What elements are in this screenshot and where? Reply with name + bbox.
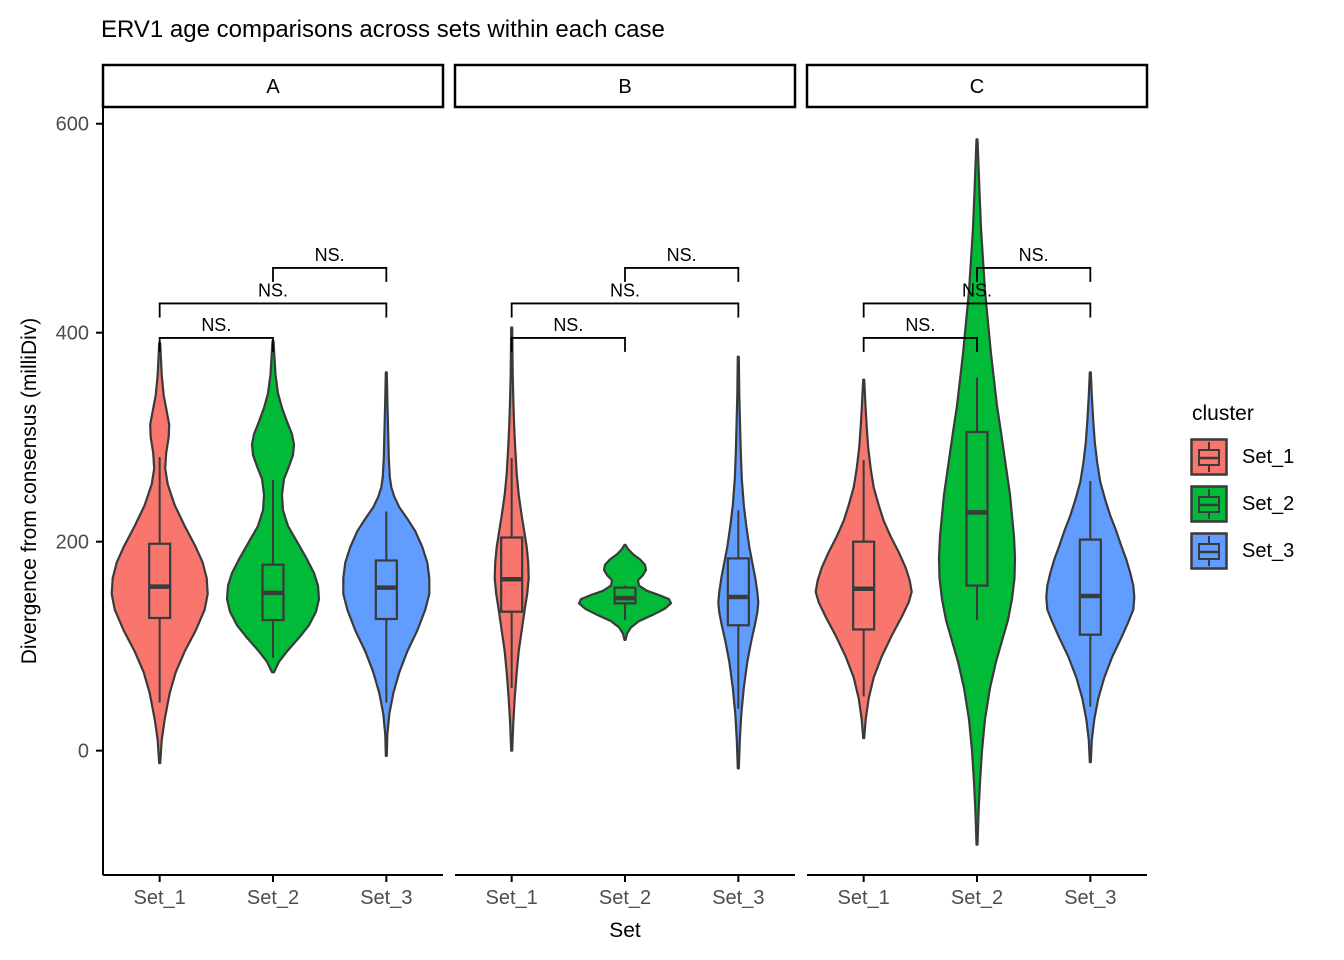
- significance-bracket: [510, 337, 626, 352]
- significance-label: NS.: [258, 280, 288, 300]
- facet-strip-label: B: [618, 76, 631, 98]
- significance-label: NS.: [667, 245, 697, 265]
- significance-bracket: [158, 337, 274, 352]
- boxplot-box: [613, 586, 637, 605]
- significance-label: NS.: [315, 245, 345, 265]
- y-tick-label: 200: [56, 532, 89, 554]
- facet-strip: [805, 63, 1149, 109]
- boxplot-box: [726, 557, 750, 627]
- significance-label: NS.: [553, 315, 583, 335]
- significance-bracket: [862, 302, 1092, 318]
- legend-swatch-boxplot-icon: [1190, 532, 1228, 570]
- y-axis-title: Divergence from consensus (milliDiv): [18, 317, 41, 665]
- x-tick-label: Set_1: [486, 887, 538, 909]
- significance-label: NS.: [905, 315, 935, 335]
- facet-strip-label: A: [266, 76, 280, 98]
- legend-label: Set_2: [1242, 492, 1295, 515]
- significance-bracket: [862, 337, 978, 352]
- boxplot-box: [1078, 538, 1102, 636]
- facet-strip: [453, 63, 797, 109]
- legend-swatch-boxplot-icon: [1190, 438, 1228, 476]
- legend-title: cluster: [1192, 402, 1254, 425]
- boxplot-box: [148, 542, 172, 620]
- boxplot-box: [965, 430, 989, 587]
- legend-label: Set_1: [1242, 445, 1295, 468]
- legend: cluster Set_1 Set_2 Set_3: [1190, 402, 1294, 579]
- significance-bracket: [624, 267, 740, 282]
- x-axis-title: Set: [609, 919, 641, 942]
- significance-bracket: [510, 302, 740, 318]
- x-tick-label: Set_3: [712, 887, 764, 909]
- legend-label: Set_3: [1242, 539, 1295, 562]
- legend-item: Set_2: [1190, 485, 1294, 523]
- x-tick-label: Set_3: [1064, 887, 1116, 909]
- significance-bracket: [976, 267, 1092, 282]
- significance-label: NS.: [610, 280, 640, 300]
- significance-label: NS.: [1019, 245, 1049, 265]
- significance-label: NS.: [962, 280, 992, 300]
- significance-bracket: [272, 267, 388, 282]
- y-tick-label: 400: [56, 323, 89, 345]
- significance-bracket: [158, 302, 388, 318]
- legend-item: Set_3: [1190, 532, 1294, 570]
- chart-title: ERV1 age comparisons across sets within …: [101, 16, 665, 43]
- x-tick-label: Set_2: [599, 887, 651, 909]
- legend-item: Set_1: [1190, 438, 1294, 476]
- boxplot-box: [500, 536, 524, 613]
- x-tick-label: Set_2: [951, 887, 1003, 909]
- x-tick-label: Set_1: [838, 887, 890, 909]
- y-tick-label: 600: [56, 114, 89, 136]
- significance-label: NS.: [201, 315, 231, 335]
- x-tick-label: Set_1: [134, 887, 186, 909]
- boxplot-box: [852, 540, 876, 631]
- y-tick-label: 0: [78, 741, 89, 763]
- facet-strip: [101, 63, 445, 109]
- x-tick-label: Set_2: [247, 887, 299, 909]
- legend-swatch-boxplot-icon: [1190, 485, 1228, 523]
- facet-strip-label: C: [970, 76, 984, 98]
- x-tick-label: Set_3: [360, 887, 412, 909]
